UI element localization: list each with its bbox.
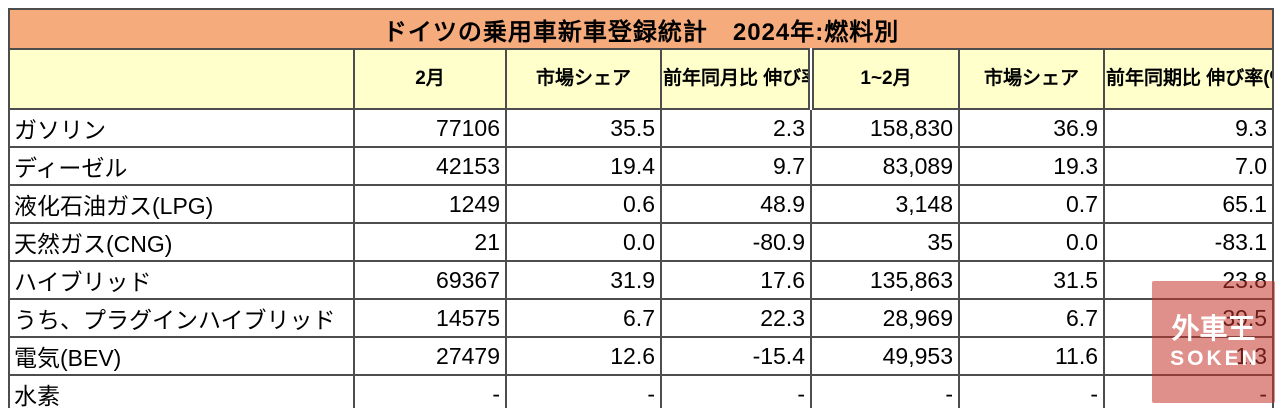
title-row: ドイツの乗用車新車登録統計 2024年:燃料別 xyxy=(7,8,1275,50)
cell: 14575 xyxy=(353,298,507,338)
row-label: うち、プラグインハイブリッド xyxy=(8,298,355,338)
cell: - xyxy=(958,374,1105,408)
table-row-bev: 電気(BEV) 27479 12.6 -15.4 49,953 11.6 -1.… xyxy=(8,336,1275,376)
cell: 19.3 xyxy=(958,146,1105,186)
table-row-lpg: 液化石油ガス(LPG) 1249 0.6 48.9 3,148 0.7 65.1 xyxy=(8,184,1275,224)
row-label: ガソリン xyxy=(8,108,355,148)
table-row-hybrid: ハイブリッド 69367 31.9 17.6 135,863 31.5 23.8 xyxy=(8,260,1275,300)
col-header-february: 2月 xyxy=(353,48,507,110)
cell: 135,863 xyxy=(810,260,960,300)
cell: 77106 xyxy=(353,108,507,148)
cell: 28,969 xyxy=(810,298,960,338)
cell: 0.6 xyxy=(505,184,662,224)
cell: -15.4 xyxy=(660,336,812,376)
table-row-hydrogen: 水素 - - - - - - xyxy=(8,374,1275,408)
cell: 19.4 xyxy=(505,146,662,186)
col-header-yoy-month: 前年同月比 伸び率(%) xyxy=(660,48,812,110)
cell: 1249 xyxy=(353,184,507,224)
registration-stats-table: ドイツの乗用車新車登録統計 2024年:燃料別 2月 市場シェア 前年同月比 伸… xyxy=(7,8,1275,408)
cell: 31.5 xyxy=(958,260,1105,300)
row-label: 液化石油ガス(LPG) xyxy=(8,184,355,224)
row-label: 水素 xyxy=(8,374,355,408)
cell: -83.1 xyxy=(1102,222,1275,262)
cell: 6.7 xyxy=(505,298,662,338)
cell: - xyxy=(660,374,812,408)
row-label: 電気(BEV) xyxy=(8,336,355,376)
cell: 49,953 xyxy=(810,336,960,376)
cell: 22.3 xyxy=(660,298,812,338)
col-header-jan-feb: 1~2月 xyxy=(808,48,960,110)
row-label: ディーゼル xyxy=(8,146,355,186)
cell: - xyxy=(353,374,507,408)
watermark-sub-text: SOKEN xyxy=(1170,347,1260,371)
cell: - xyxy=(505,374,662,408)
cell: 42153 xyxy=(353,146,507,186)
registration-stats-table-wrapper: ドイツの乗用車新車登録統計 2024年:燃料別 2月 市場シェア 前年同月比 伸… xyxy=(7,8,1275,408)
cell: 9.3 xyxy=(1102,108,1275,148)
col-header-empty xyxy=(8,48,355,110)
cell: 65.1 xyxy=(1102,184,1275,224)
cell: 17.6 xyxy=(660,260,812,300)
cell: 35 xyxy=(810,222,960,262)
cell: 0.7 xyxy=(958,184,1105,224)
soken-watermark: 外車王 SOKEN xyxy=(1152,281,1275,403)
row-label: 天然ガス(CNG) xyxy=(8,222,355,262)
table-row-gasoline: ガソリン 77106 35.5 2.3 158,830 36.9 9.3 xyxy=(8,108,1275,148)
cell: 3,148 xyxy=(810,184,960,224)
header-row: 2月 市場シェア 前年同月比 伸び率(%) 1~2月 市場シェア 前年同期比 伸… xyxy=(8,48,1275,110)
table-row-plugin-hybrid: うち、プラグインハイブリッド 14575 6.7 22.3 28,969 6.7… xyxy=(8,298,1275,338)
cell: 11.6 xyxy=(958,336,1105,376)
col-header-market-share-cum: 市場シェア xyxy=(958,48,1105,110)
watermark-brand-text: 外車王 xyxy=(1171,312,1256,344)
col-header-market-share-month: 市場シェア xyxy=(505,48,662,110)
table-row-diesel: ディーゼル 42153 19.4 9.7 83,089 19.3 7.0 xyxy=(8,146,1275,186)
cell: 12.6 xyxy=(505,336,662,376)
row-label: ハイブリッド xyxy=(8,260,355,300)
table-title: ドイツの乗用車新車登録統計 2024年:燃料別 xyxy=(7,8,1275,50)
cell: 83,089 xyxy=(810,146,960,186)
cell: 36.9 xyxy=(958,108,1105,148)
cell: 21 xyxy=(353,222,507,262)
cell: 69367 xyxy=(353,260,507,300)
cell: 0.0 xyxy=(958,222,1105,262)
cell: 9.7 xyxy=(660,146,812,186)
cell: 27479 xyxy=(353,336,507,376)
cell: -80.9 xyxy=(660,222,812,262)
cell: 31.9 xyxy=(505,260,662,300)
cell: 0.0 xyxy=(505,222,662,262)
cell: 158,830 xyxy=(810,108,960,148)
col-header-yoy-cum: 前年同期比 伸び率(%) xyxy=(1102,48,1275,110)
cell: 35.5 xyxy=(505,108,662,148)
cell: 48.9 xyxy=(660,184,812,224)
table-row-cng: 天然ガス(CNG) 21 0.0 -80.9 35 0.0 -83.1 xyxy=(8,222,1275,262)
cell: 7.0 xyxy=(1102,146,1275,186)
cell: 2.3 xyxy=(660,108,812,148)
cell: - xyxy=(810,374,960,408)
cell: 6.7 xyxy=(958,298,1105,338)
